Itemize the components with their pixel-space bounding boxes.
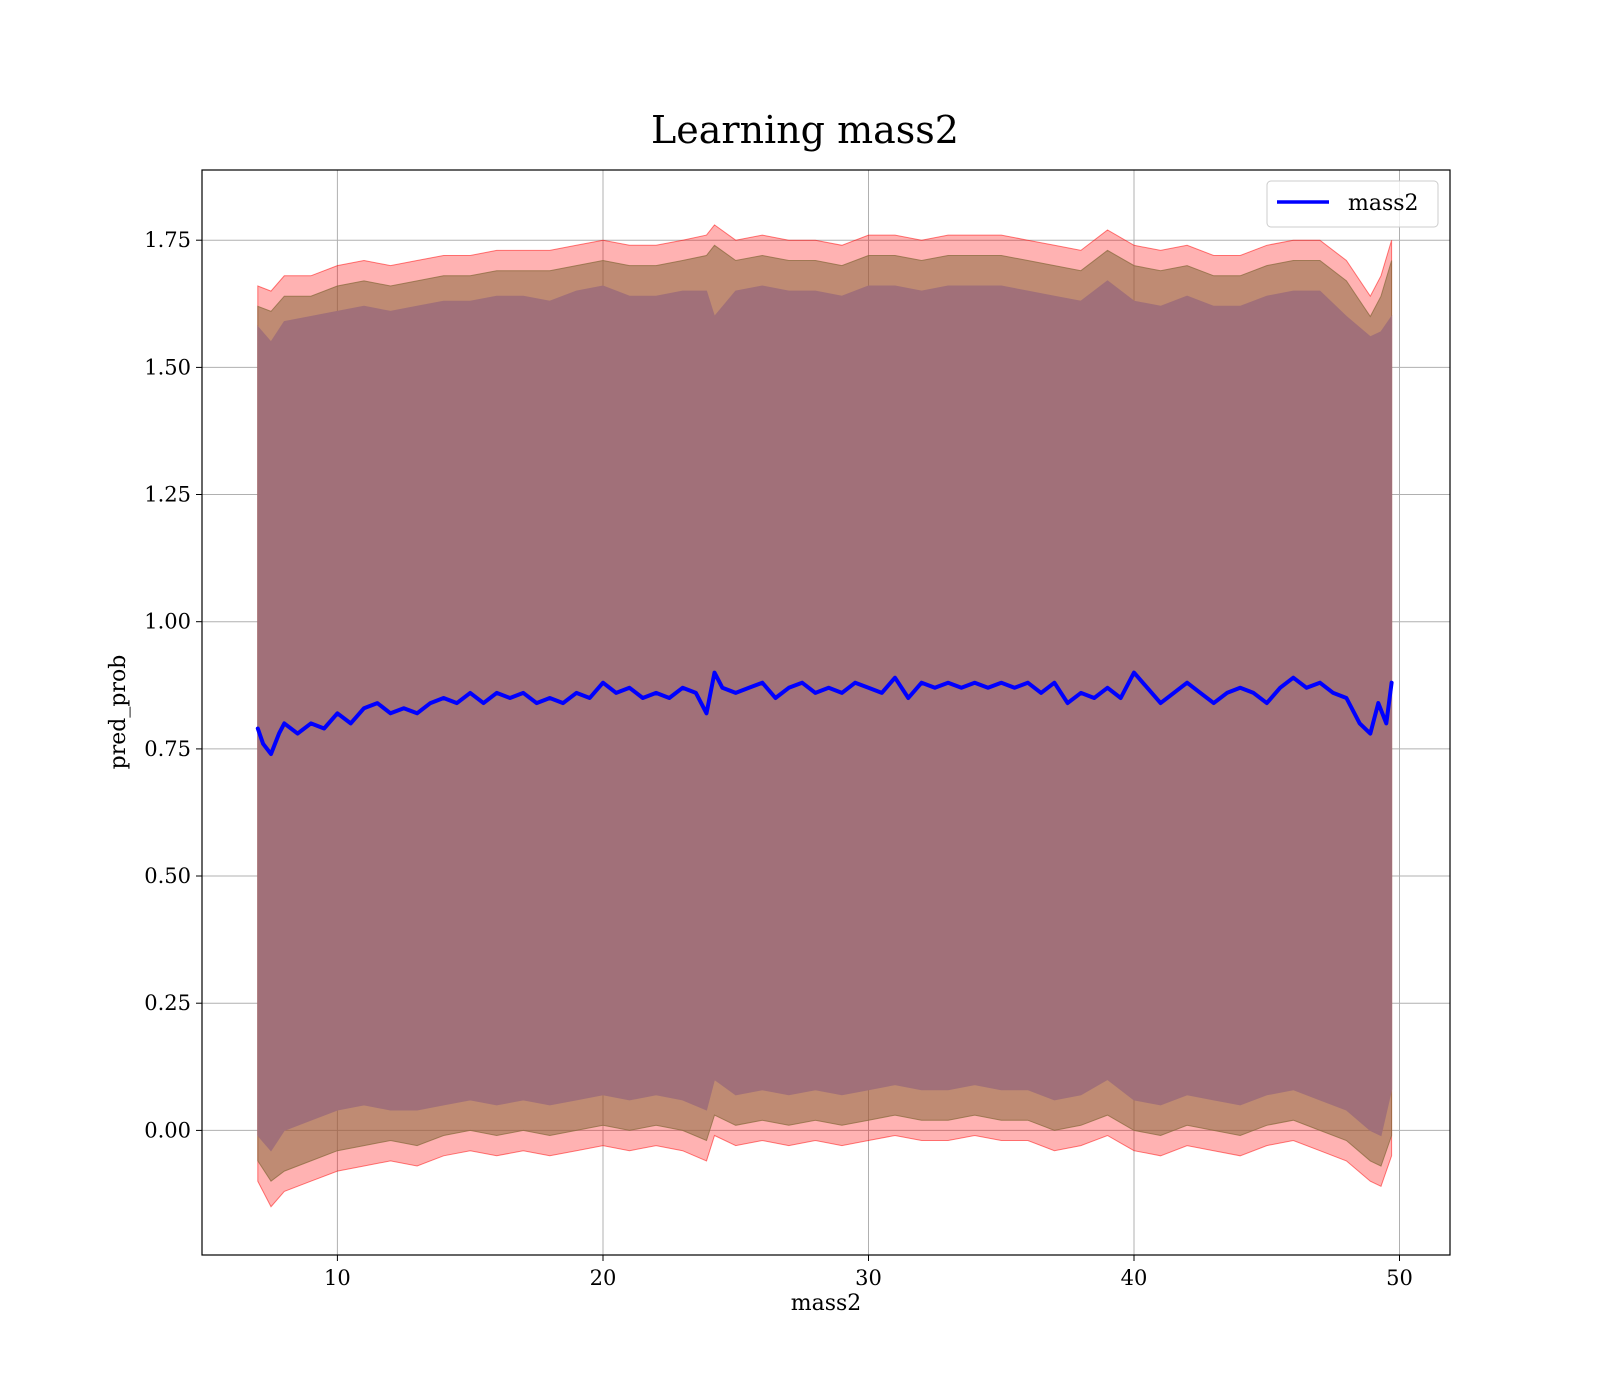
y-tick-label-1.75: 1.75: [144, 228, 191, 252]
axis-ticks: 10 20 30 40 50 0.00 0.25 0.50 0.75 1.00 1.25 1.50 1.…: [144, 228, 1413, 1290]
y-tick-label-0.25: 0.25: [144, 991, 191, 1015]
x-axis-label: mass2: [791, 1291, 862, 1316]
x-tick-label-30: 30: [855, 1266, 882, 1290]
y-tick-label-1.25: 1.25: [144, 483, 191, 507]
plot-frame: [201, 169, 1451, 1256]
legend-box: [1266, 180, 1439, 228]
y-tick-label-1.00: 1.00: [144, 610, 191, 634]
confidence-band-3: [257, 280, 1393, 1152]
x-tick-label-20: 20: [590, 1266, 617, 1290]
chart-title: Learning mass2: [651, 108, 959, 152]
series-line-mass2: [255, 670, 1394, 756]
legend-label-mass2: mass2: [1348, 191, 1419, 216]
y-axis-label: pred_prob: [106, 655, 131, 770]
series-lines: [255, 670, 1394, 756]
x-tick-label-40: 40: [1121, 1266, 1148, 1290]
y-tick-label-0.75: 0.75: [144, 737, 191, 761]
confidence-bands: [257, 224, 1393, 1208]
x-tick-label-50: 50: [1386, 1266, 1413, 1290]
y-tick-label-0.00: 0.00: [144, 1118, 191, 1142]
legend: mass2: [1266, 180, 1439, 228]
y-tick-label-0.50: 0.50: [144, 864, 191, 888]
y-tick-label-1.50: 1.50: [144, 355, 191, 379]
x-tick-label-10: 10: [324, 1266, 351, 1290]
